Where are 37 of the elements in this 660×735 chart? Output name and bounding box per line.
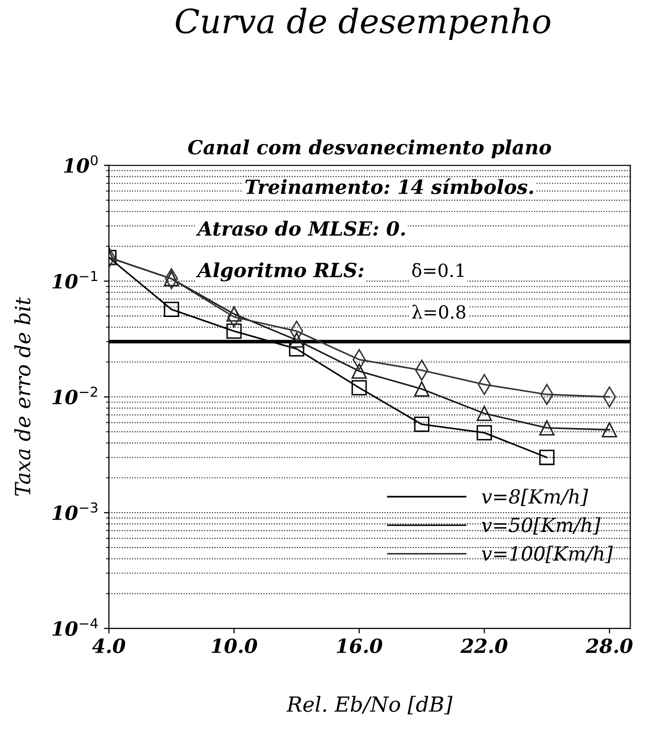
annotation: Atraso do MLSE: 0. [196, 220, 405, 236]
point [352, 363, 367, 379]
point [602, 422, 618, 438]
point [539, 450, 555, 466]
point [226, 306, 242, 322]
legend-label: v=50[Km/h] [482, 517, 600, 535]
x-tick-label: 22.0 [460, 638, 508, 654]
point [476, 406, 492, 422]
y-axis-title: Taxa de erro de bit [14, 296, 30, 496]
x-tick-label: 10.0 [212, 638, 258, 654]
x-tick-label: 28.0 [586, 638, 632, 654]
point [414, 381, 430, 397]
y-tick-label: 10$^{−1}$ [52, 271, 98, 289]
annotation: λ=0.8 [412, 304, 466, 319]
point [164, 271, 180, 286]
y-tick-label: 10$^{−4}$ [52, 618, 98, 636]
chart-title: Curva de desempenho [176, 8, 550, 40]
y-tick-label: 10$^{−2}$ [52, 386, 98, 404]
annotation: Treinamento: 14 símbolos. [245, 178, 534, 194]
point [352, 380, 367, 396]
y-tick-label: 10$^{0}$ [64, 155, 98, 173]
x-tick-label: 16.0 [336, 638, 382, 654]
x-tick-label: 4.0 [92, 638, 126, 654]
point [288, 341, 304, 356]
y-tick-label: 10$^{−3}$ [52, 502, 98, 520]
legend-label: v=8[Km/h] [482, 488, 588, 506]
annotation: Algoritmo RLS: [196, 262, 364, 282]
x-axis-title: Rel. Eb/No [dB] [286, 696, 453, 714]
chart-subtitle: Canal com desvanecimento plano [188, 139, 552, 158]
point [539, 420, 555, 436]
point [164, 302, 180, 318]
point [414, 416, 430, 432]
point [288, 332, 304, 348]
legend-label: v=100[Km/h] [482, 546, 613, 564]
point [476, 425, 492, 440]
annotation: δ=0.1 [412, 263, 464, 278]
point [226, 323, 242, 339]
